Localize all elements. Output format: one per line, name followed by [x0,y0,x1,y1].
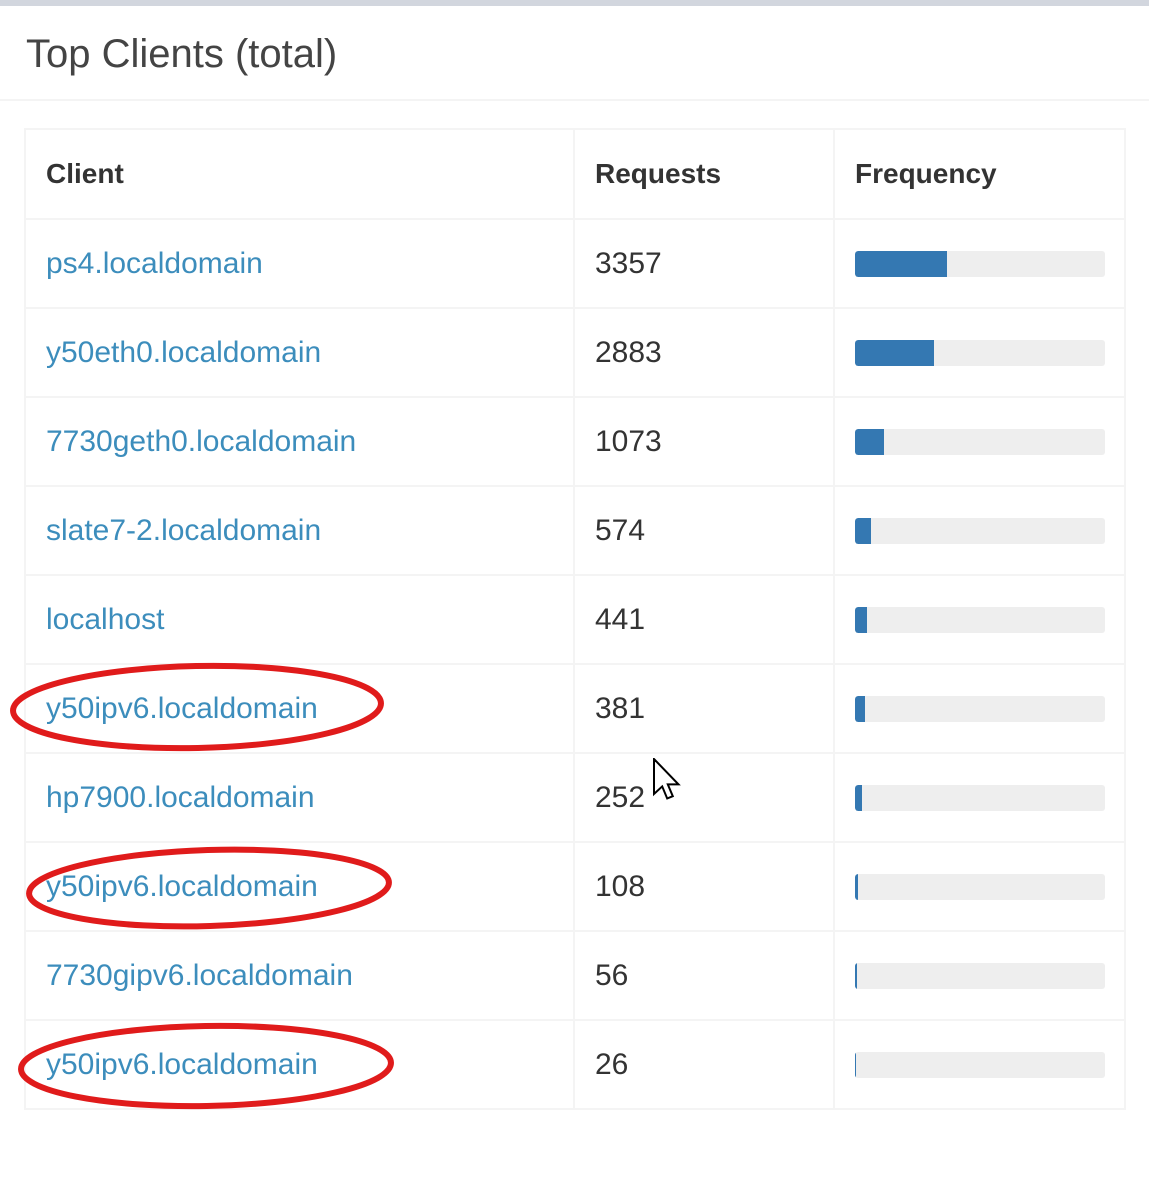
requests-cell: 26 [573,1019,835,1110]
client-cell: y50ipv6.localdomain [24,1019,575,1110]
client-link[interactable]: 7730geth0.localdomain [46,424,357,458]
table-row: 7730geth0.localdomain 1073 [24,396,1126,487]
requests-cell: 441 [573,574,835,665]
frequency-cell [833,307,1126,398]
table-row: y50ipv6.localdomain 108 [24,841,1126,932]
table-row: ps4.localdomain 3357 [24,218,1126,309]
frequency-bar-track [855,873,1105,900]
column-header-frequency: Frequency [833,128,1126,220]
table-row: 7730gipv6.localdomain 56 [24,930,1126,1021]
frequency-bar-track [855,428,1105,455]
requests-cell: 56 [573,930,835,1021]
requests-cell: 1073 [573,396,835,487]
requests-value: 108 [595,869,646,903]
frequency-cell [833,1019,1126,1110]
frequency-bar-track [855,695,1105,722]
frequency-bar-track [855,517,1105,544]
table-row: y50ipv6.localdomain 26 [24,1019,1126,1110]
panel-title: Top Clients (total) [26,32,338,76]
client-link[interactable]: y50ipv6.localdomain [46,1047,318,1081]
client-link[interactable]: hp7900.localdomain [46,780,315,814]
column-header-requests: Requests [573,128,835,220]
frequency-bar-track [855,250,1105,277]
frequency-bar-fill [855,695,866,722]
client-link[interactable]: y50ipv6.localdomain [46,869,318,903]
frequency-bar-fill [855,428,885,455]
client-link[interactable]: localhost [46,602,165,636]
requests-value: 2883 [595,335,662,369]
frequency-cell [833,752,1126,843]
frequency-cell [833,396,1126,487]
table-row: y50eth0.localdomain 2883 [24,307,1126,398]
requests-cell: 381 [573,663,835,754]
client-cell: y50eth0.localdomain [24,307,575,398]
frequency-bar-fill [855,962,857,989]
requests-value: 3357 [595,246,662,280]
frequency-cell [833,663,1126,754]
frequency-cell [833,485,1126,576]
frequency-cell [833,574,1126,665]
table-header-row: Client Requests Frequency [24,128,1126,220]
frequency-cell [833,930,1126,1021]
table-row: y50ipv6.localdomain 381 [24,663,1126,754]
requests-cell: 108 [573,841,835,932]
frequency-bar-fill [855,784,862,811]
client-cell: hp7900.localdomain [24,752,575,843]
client-cell: y50ipv6.localdomain [24,663,575,754]
client-link[interactable]: y50eth0.localdomain [46,335,322,369]
requests-value: 381 [595,691,646,725]
frequency-bar-track [855,962,1105,989]
requests-value: 1073 [595,424,662,458]
requests-value: 26 [595,1047,629,1081]
client-cell: localhost [24,574,575,665]
column-header-client: Client [24,128,575,220]
frequency-bar-track [855,1051,1105,1078]
requests-cell: 3357 [573,218,835,309]
frequency-bar-fill [855,339,934,366]
table-header: Client Requests Frequency [24,128,1126,220]
client-link[interactable]: slate7-2.localdomain [46,513,322,547]
frequency-bar-track [855,784,1105,811]
top-clients-table: Client Requests Frequency ps4.localdomai… [24,128,1126,1110]
frequency-bar-track [855,339,1105,366]
frequency-bar-fill [855,250,947,277]
frequency-bar-fill [855,1051,856,1078]
requests-cell: 574 [573,485,835,576]
client-cell: y50ipv6.localdomain [24,841,575,932]
requests-value: 252 [595,780,646,814]
client-link[interactable]: ps4.localdomain [46,246,263,280]
client-cell: ps4.localdomain [24,218,575,309]
table-row: localhost 441 [24,574,1126,665]
frequency-bar-track [855,606,1105,633]
frequency-cell [833,841,1126,932]
requests-cell: 2883 [573,307,835,398]
table-row: hp7900.localdomain 252 [24,752,1126,843]
panel-header: Top Clients (total) [0,6,1149,101]
top-strip [0,0,1149,6]
requests-value: 574 [595,513,646,547]
frequency-bar-fill [855,873,858,900]
client-cell: slate7-2.localdomain [24,485,575,576]
requests-value: 56 [595,958,629,992]
requests-cell: 252 [573,752,835,843]
frequency-bar-fill [855,517,871,544]
table-row: slate7-2.localdomain 574 [24,485,1126,576]
client-cell: 7730geth0.localdomain [24,396,575,487]
client-link[interactable]: y50ipv6.localdomain [46,691,318,725]
frequency-cell [833,218,1126,309]
table-body: ps4.localdomain 3357 y50eth0.localdomain 28… [24,218,1126,1110]
client-link[interactable]: 7730gipv6.localdomain [46,958,353,992]
frequency-bar-fill [855,606,868,633]
client-cell: 7730gipv6.localdomain [24,930,575,1021]
requests-value: 441 [595,602,646,636]
